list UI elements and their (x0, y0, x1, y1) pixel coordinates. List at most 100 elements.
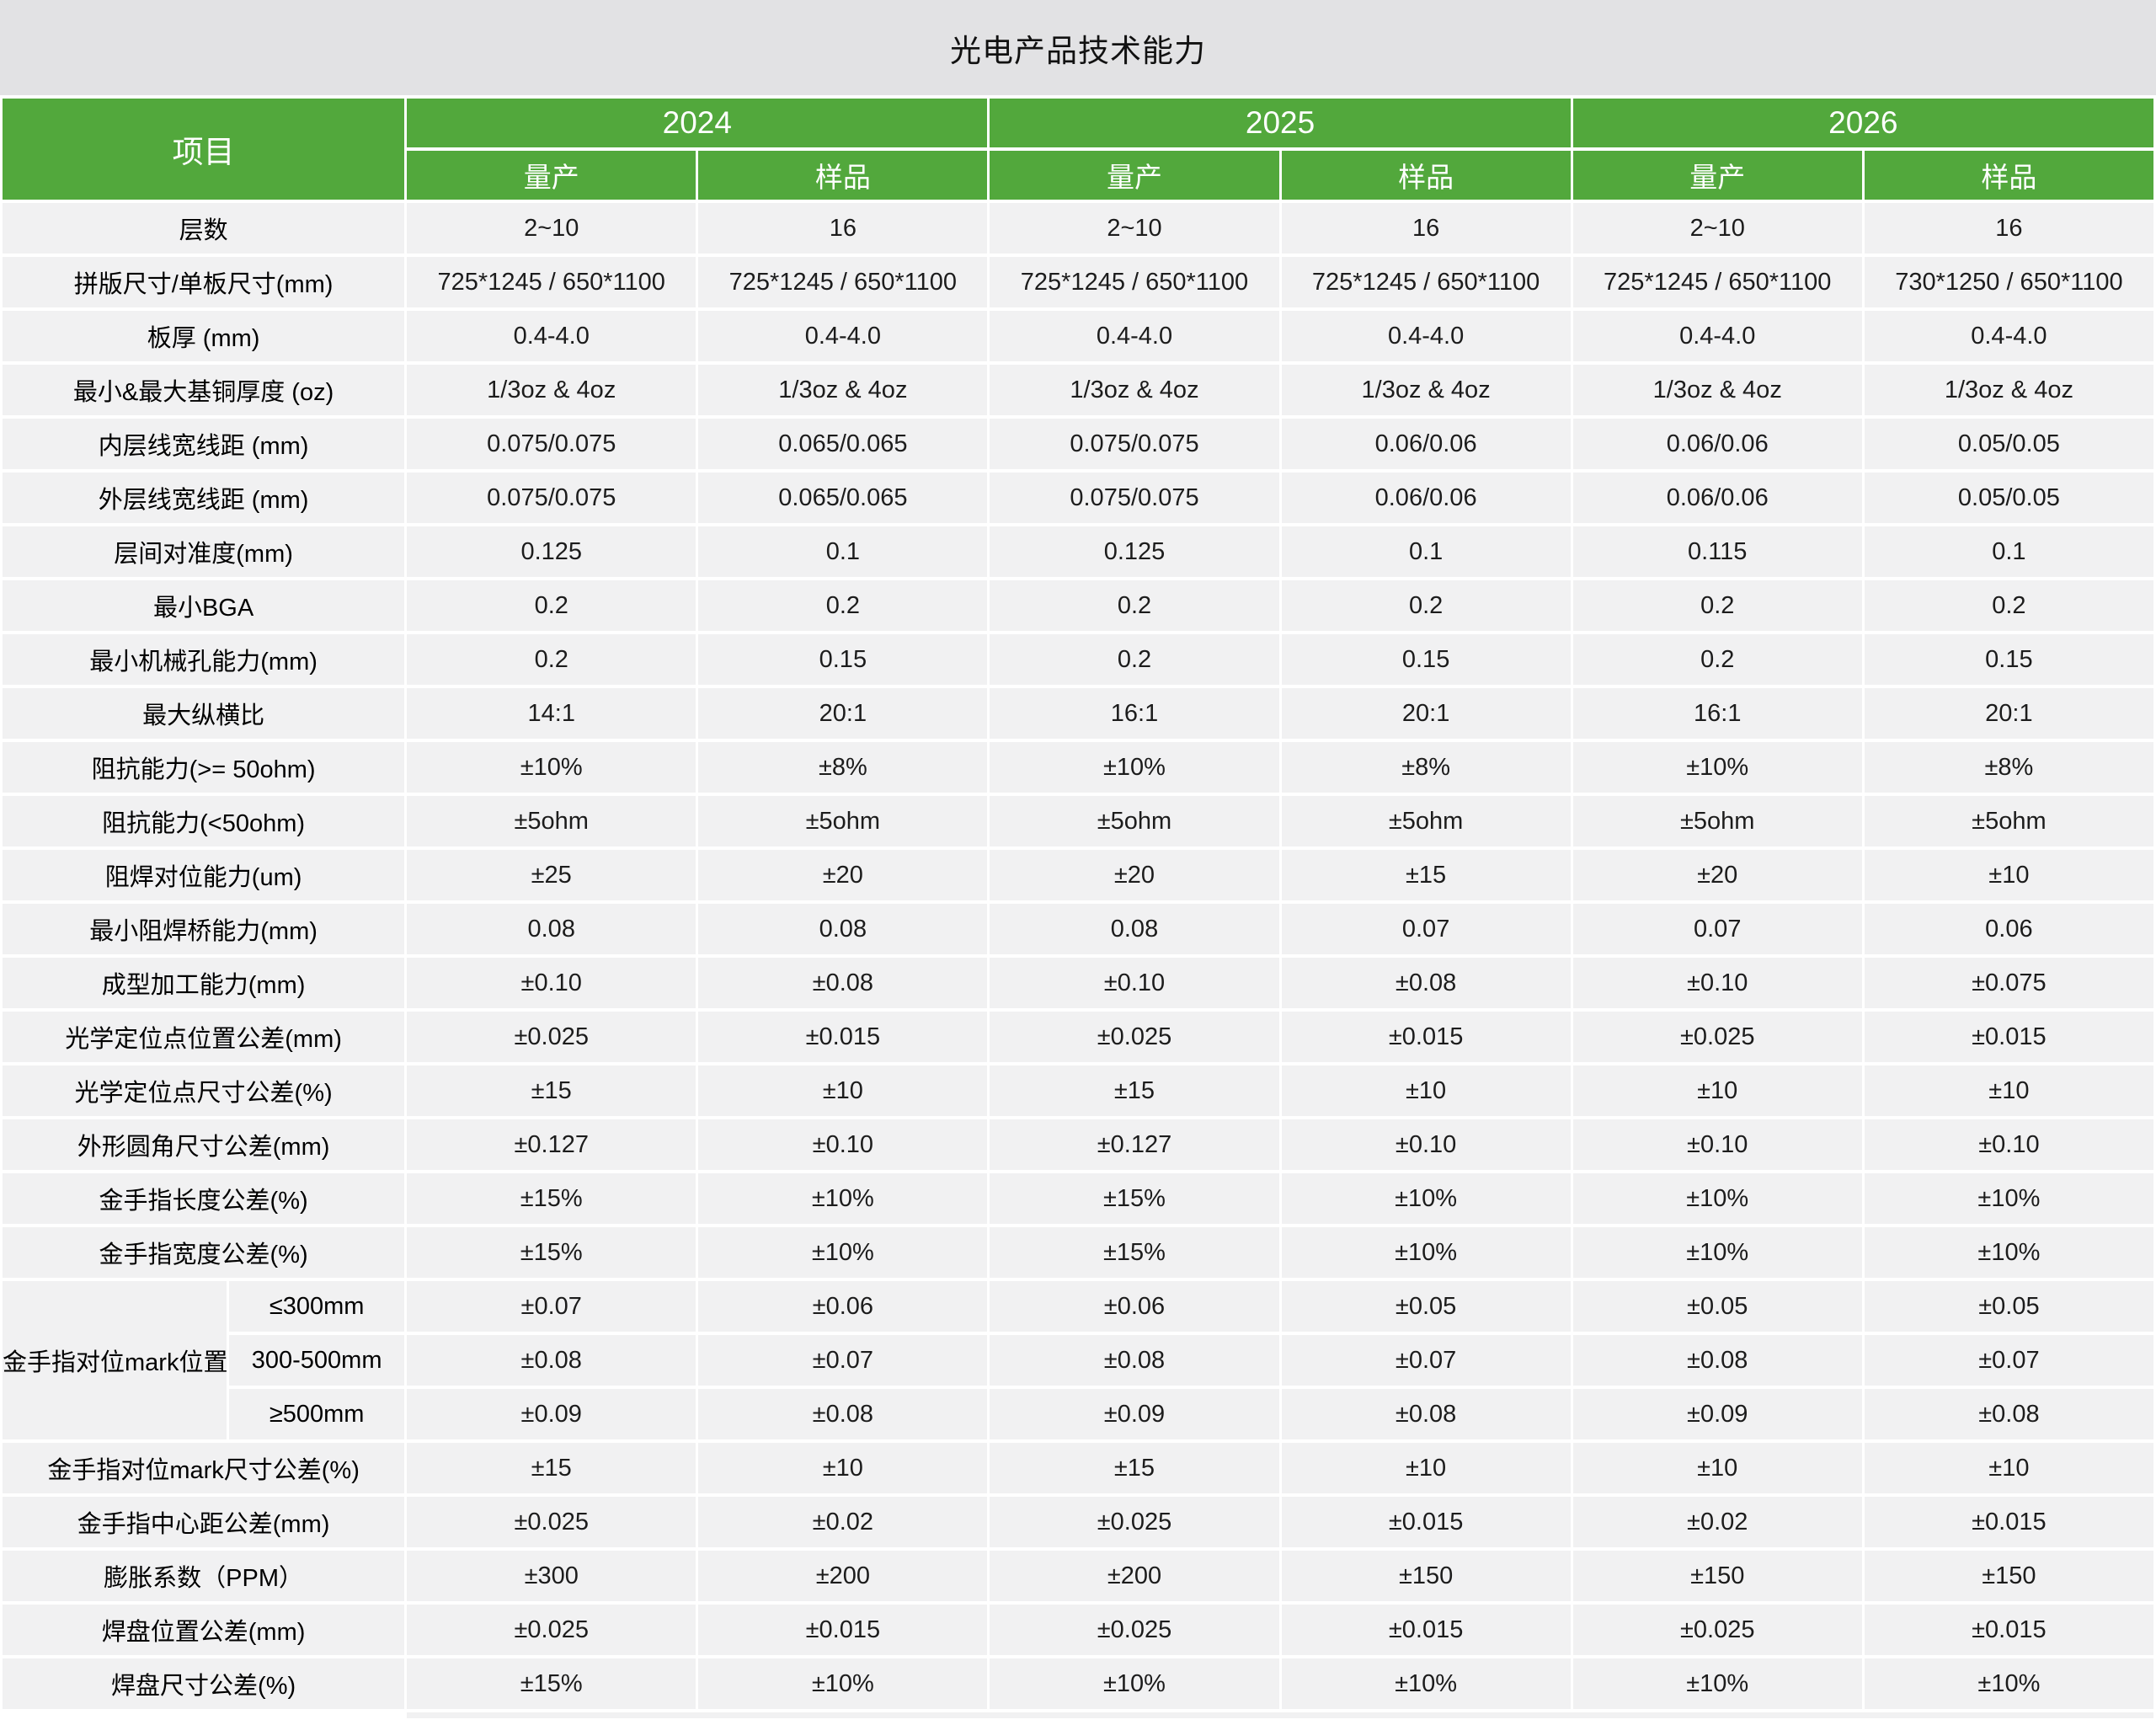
value-cell: ±200 (698, 1551, 988, 1601)
value-cell: ±20 (1572, 850, 1862, 900)
value-cell: 1/3oz & 4oz (407, 365, 696, 415)
value-cell: ±0.015 (1864, 1605, 2153, 1655)
row-label: 光学定位点位置公差(mm) (3, 1012, 405, 1062)
value-cell: 0.08 (698, 904, 988, 954)
value-cell: ±0.09 (990, 1389, 1279, 1439)
range-label: ≥500mm (229, 1389, 405, 1439)
value-cell: ±8% (698, 742, 988, 793)
value-cell: 2~10 (407, 203, 696, 254)
value-cell: 0.1 (1864, 526, 2153, 577)
table-row: 金手指对位mark位置公差(mm)≤300mm±0.07±0.06±0.06±0… (3, 1281, 2153, 1439)
value-cell: 2~10 (1572, 203, 1862, 254)
value-cell: 0.075/0.075 (990, 473, 1279, 523)
value-cell: ±150 (1572, 1551, 1862, 1601)
value-cell: ±0.015 (698, 1012, 988, 1062)
value-cell: 1/3oz & 4oz (1281, 365, 1571, 415)
value-cell: 0.1 (698, 526, 988, 577)
row-label: 最小阻焊桥能力(mm) (3, 904, 405, 954)
value-cell: ±0.015 (1864, 1012, 2153, 1062)
table-row: 层间对准度(mm) 0.125 0.1 0.125 0.1 0.115 0.1 (3, 526, 2153, 577)
row-label: 阻焊对位能力(um) (3, 850, 405, 900)
value-cell: 0.15 (1281, 634, 1571, 685)
value-cell: 0.075/0.075 (407, 473, 696, 523)
header-2025-sample: 样品 (1281, 151, 1571, 200)
value-cell: ±0.07 (698, 1335, 988, 1386)
value-cell: ±10% (990, 742, 1279, 793)
table-row: 外形圆角尺寸公差(mm) ±0.127 ±0.10 ±0.127 ±0.10 ±0.10 ±… (3, 1119, 2153, 1170)
table-row: 最大纵横比 14:1 20:1 16:1 20:1 16:1 20:1 (3, 688, 2153, 739)
table-row: 300-500mm ±0.08 ±0.07 ±0.08 ±0.07 ±0.08 ±0.07 (3, 1335, 2153, 1386)
header-project: 项目 (3, 99, 405, 200)
value-cell: ±0.025 (407, 1012, 696, 1062)
value-cell: ±5ohm (407, 796, 696, 846)
value-cell: 0.125 (990, 526, 1279, 577)
value-cell: ±0.10 (407, 958, 696, 1008)
value-cell: 0.05/0.05 (1864, 473, 2153, 523)
table-row: 外层线宽线距 (mm) 0.075/0.075 0.065/0.065 0.075/0… (3, 473, 2153, 523)
value-cell: 16:1 (1572, 688, 1862, 739)
value-cell: ±0.025 (990, 1012, 1279, 1062)
row-label: 拼版尺寸/单板尺寸(mm) (3, 257, 405, 307)
value-cell: ±0.015 (1281, 1497, 1571, 1547)
row-label: 外层线宽线距 (mm) (3, 473, 405, 523)
value-cell: 16 (1281, 203, 1571, 254)
value-cell: 0.075/0.075 (407, 419, 696, 469)
value-cell: ±0.06 (990, 1281, 1279, 1332)
value-cell: ±10% (1281, 1658, 1571, 1709)
table-header: 项目 2024 2025 2026 量产 样品 量产 样品 量产 样品 (3, 99, 2153, 200)
value-cell: ±0.015 (1281, 1605, 1571, 1655)
value-cell: ±0.05 (1864, 1281, 2153, 1332)
value-cell: 0.2 (1864, 580, 2153, 631)
row-label: 阻抗能力(>= 50ohm) (3, 742, 405, 793)
value-cell: ±0.07 (407, 1281, 696, 1332)
value-cell: 0.05/0.05 (1864, 419, 2153, 469)
value-cell: 20:1 (1281, 688, 1571, 739)
value-cell: ±0.07 (1281, 1335, 1571, 1386)
value-cell: ±10% (990, 1658, 1279, 1709)
table-row: 内层线宽线距 (mm) 0.075/0.075 0.065/0.065 0.075/0… (3, 419, 2153, 469)
header-2026-sample: 样品 (1864, 151, 2153, 200)
row-label: 焊盘位置公差(mm) (3, 1605, 405, 1655)
row-label: 层数 (3, 203, 405, 254)
value-cell: ±15 (990, 1065, 1279, 1116)
row-label: 内层线宽线距 (mm) (3, 419, 405, 469)
header-2024-sample: 样品 (698, 151, 988, 200)
value-cell: ±10 (698, 1443, 988, 1493)
table-row: 金手指中心距公差(mm) ±0.025 ±0.02 ±0.025 ±0.015 ±0.02… (3, 1497, 2153, 1547)
row-label: 外形圆角尺寸公差(mm) (3, 1119, 405, 1170)
value-cell: 0.2 (990, 580, 1279, 631)
value-cell: ±0.025 (1572, 1012, 1862, 1062)
capability-table: 项目 2024 2025 2026 量产 样品 量产 样品 量产 样品 层数 2~… (0, 95, 2156, 1722)
value-cell: ±0.08 (1281, 1389, 1571, 1439)
value-cell: ±10% (1572, 1658, 1862, 1709)
value-cell: ±10 (1281, 1065, 1571, 1116)
value-cell: ±10% (1572, 1227, 1862, 1278)
value-cell: 0.4-4.0 (990, 311, 1279, 361)
table-row: 焊盘尺寸公差(%) ±15% ±10% ±10% ±10% ±10% ±10% (3, 1658, 2153, 1709)
value-cell: 0.07 (1572, 904, 1862, 954)
header-2026-mass: 量产 (1572, 151, 1862, 200)
value-cell: ±15 (407, 1065, 696, 1116)
value-cell: ±0.10 (990, 958, 1279, 1008)
value-cell: 0.115 (1572, 526, 1862, 577)
row-label: 金手指宽度公差(%) (3, 1227, 405, 1278)
value-cell: 0.06 (1864, 904, 2153, 954)
value-cell: 0.065/0.065 (698, 473, 988, 523)
value-cell: 0.2 (407, 634, 696, 685)
value-cell: ±0.025 (407, 1497, 696, 1547)
row-label: 阻抗能力(<50ohm) (3, 796, 405, 846)
value-cell: 16:1 (990, 688, 1279, 739)
value-cell: ±0.08 (990, 1335, 1279, 1386)
value-cell: 0.06/0.06 (1572, 419, 1862, 469)
value-cell: 0.065/0.065 (698, 419, 988, 469)
value-cell: ±5ohm (1572, 796, 1862, 846)
cutoff-row (3, 1712, 2153, 1718)
value-cell: 0.15 (1864, 634, 2153, 685)
value-cell: ±10% (698, 1658, 988, 1709)
table-row: 阻焊对位能力(um) ±25 ±20 ±20 ±15 ±20 ±10 (3, 850, 2153, 900)
value-cell: ±25 (407, 850, 696, 900)
value-cell: ±10 (1572, 1065, 1862, 1116)
value-cell: ±0.025 (990, 1497, 1279, 1547)
value-cell: ±300 (407, 1551, 696, 1601)
value-cell: ±0.10 (1864, 1119, 2153, 1170)
